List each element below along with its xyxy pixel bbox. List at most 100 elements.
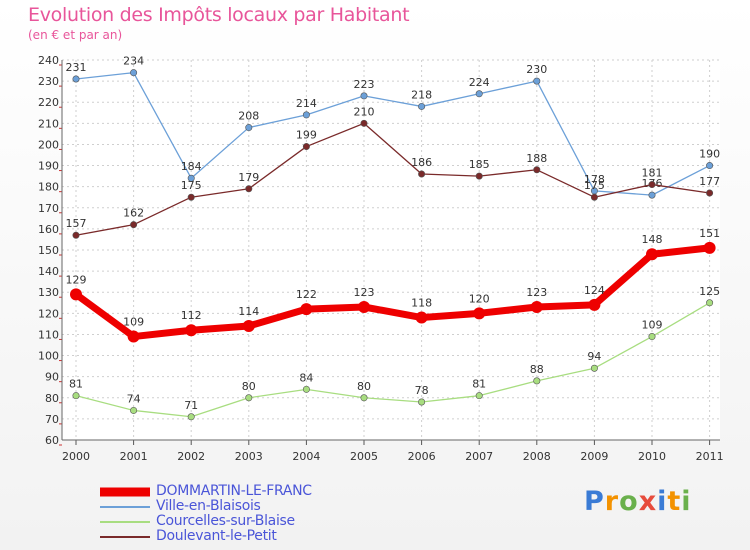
data-label: 109	[642, 319, 663, 332]
data-point	[302, 111, 310, 119]
data-label: 80	[357, 380, 371, 393]
x-tick-label: 2009	[580, 450, 608, 463]
y-tick-label: 150	[38, 244, 59, 257]
data-point	[415, 311, 428, 324]
data-point	[703, 241, 716, 254]
data-point	[300, 303, 313, 316]
data-point	[530, 301, 543, 313]
data-point	[242, 320, 255, 332]
data-point	[588, 298, 601, 311]
data-label: 224	[469, 76, 490, 89]
x-tick-label: 2000	[62, 450, 90, 463]
data-label: 120	[469, 292, 490, 305]
data-label: 125	[699, 285, 720, 298]
data-label: 151	[699, 227, 720, 240]
x-tick-label: 2010	[638, 450, 666, 463]
data-label: 185	[469, 158, 490, 171]
data-label: 112	[181, 309, 202, 322]
x-tick-label: 2004	[292, 450, 320, 463]
data-label: 190	[699, 148, 720, 161]
data-point	[185, 324, 198, 337]
data-point	[245, 124, 253, 132]
data-label: 210	[354, 105, 375, 118]
data-point	[360, 394, 368, 402]
data-point	[187, 413, 195, 421]
data-point	[70, 288, 82, 301]
data-label: 109	[123, 316, 144, 329]
data-point	[533, 377, 541, 385]
x-tick-label: 2003	[235, 450, 263, 463]
y-tick-label: 190	[38, 160, 59, 173]
data-label: 223	[354, 78, 375, 91]
legend-label: Ville-en-Blaisois	[156, 498, 261, 514]
brand-logo: Proxiti	[584, 486, 692, 517]
legend-swatch	[100, 487, 150, 496]
x-tick-label: 2007	[465, 450, 493, 463]
data-label: 177	[699, 175, 720, 188]
data-label: 81	[69, 378, 83, 391]
data-label: 162	[123, 207, 144, 220]
data-point	[418, 170, 426, 178]
data-label: 175	[584, 179, 605, 192]
data-label: 208	[238, 110, 259, 123]
y-tick-label: 70	[45, 413, 59, 426]
data-label: 129	[66, 273, 87, 286]
data-point	[648, 333, 656, 341]
legend-swatch	[100, 505, 150, 508]
data-label: 218	[411, 88, 432, 101]
y-tick-label: 130	[38, 286, 59, 299]
data-point	[130, 406, 138, 414]
data-label: 186	[411, 156, 432, 169]
data-label: 231	[66, 61, 87, 74]
legend-label: DOMMARTIN-LE-FRANC	[156, 483, 312, 499]
data-label: 81	[472, 378, 486, 391]
x-tick-label: 2006	[408, 450, 436, 463]
data-point	[533, 77, 541, 85]
data-point	[130, 221, 138, 229]
data-point	[245, 394, 253, 402]
data-label: 148	[642, 233, 663, 246]
data-label: 178	[584, 173, 605, 186]
data-point	[475, 172, 483, 180]
data-label: 114	[238, 305, 259, 318]
data-point	[187, 174, 195, 182]
x-tick-label: 2008	[523, 450, 551, 463]
x-tick-label: 2001	[120, 450, 148, 463]
data-point	[648, 191, 656, 199]
y-tick-label: 210	[38, 117, 59, 130]
chart-title: Evolution des Impôts locaux par Habitant	[28, 4, 410, 26]
data-point	[475, 392, 483, 400]
plot-area	[62, 60, 720, 440]
data-label: 123	[526, 286, 547, 299]
y-tick-label: 110	[38, 328, 59, 341]
data-label: 122	[296, 288, 317, 301]
data-point	[648, 181, 656, 189]
x-tick-label: 2002	[177, 450, 205, 463]
legend-swatch	[100, 520, 150, 523]
data-point	[360, 119, 368, 127]
y-tick-label: 60	[45, 434, 59, 447]
data-label: 199	[296, 129, 317, 142]
y-tick-label: 170	[38, 202, 59, 215]
y-tick-label: 200	[38, 138, 59, 151]
data-point	[302, 143, 310, 151]
y-tick-label: 80	[45, 392, 59, 405]
y-tick-label: 220	[38, 96, 59, 109]
data-point	[706, 162, 714, 170]
data-label: 124	[584, 284, 605, 297]
data-point	[72, 392, 80, 400]
data-point	[127, 330, 140, 343]
data-label: 157	[66, 217, 87, 230]
y-tick-label: 230	[38, 75, 59, 88]
data-point	[130, 69, 138, 77]
data-point	[418, 398, 426, 406]
y-tick-label: 100	[38, 350, 59, 363]
series-line	[75, 122, 710, 236]
data-point	[245, 185, 253, 193]
y-tick-label: 180	[38, 181, 59, 194]
x-tick-label: 2011	[696, 450, 724, 463]
data-label: 230	[526, 63, 547, 76]
y-tick-label: 240	[38, 54, 59, 67]
data-point	[473, 307, 486, 320]
chart-subtitle: (en € et par an)	[28, 28, 123, 42]
